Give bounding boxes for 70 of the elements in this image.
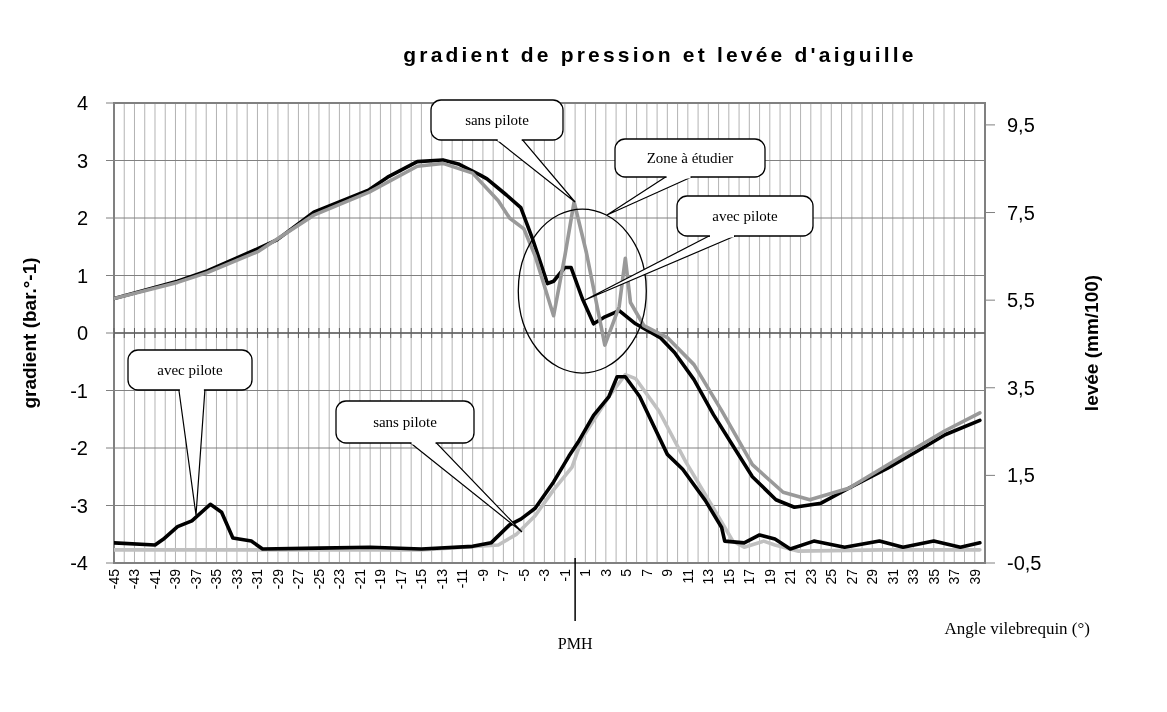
x-tick-label: -27 bbox=[290, 568, 307, 590]
x-tick-label: -7 bbox=[495, 568, 512, 582]
x-tick-label: -29 bbox=[269, 568, 286, 590]
annotation: avec pilote bbox=[157, 362, 224, 379]
annotation: sans pilote bbox=[465, 112, 530, 129]
x-tick-label: -43 bbox=[126, 568, 143, 590]
y-tick-label: -1 bbox=[70, 379, 88, 402]
x-tick-label: -15 bbox=[413, 568, 430, 590]
chart-title: gradient de pression et levée d'aiguille bbox=[403, 43, 917, 66]
y2-tick-label: 1,5 bbox=[1007, 464, 1035, 487]
y-tick-label: 2 bbox=[76, 207, 88, 229]
x-tick-label: 37 bbox=[946, 568, 963, 585]
y2-axis-title: levée (mm/100) bbox=[1081, 274, 1102, 412]
y2-tick-label: 5,5 bbox=[1007, 289, 1035, 312]
x-tick-label: -31 bbox=[249, 568, 266, 590]
annotation: sans pilote bbox=[373, 414, 438, 431]
x-tick-label: 31 bbox=[884, 568, 901, 585]
x-tick-label: -23 bbox=[331, 568, 348, 590]
y2-tick-label: 3,5 bbox=[1007, 376, 1035, 399]
x-tick-label: -45 bbox=[105, 568, 122, 590]
x-tick-label: -35 bbox=[208, 568, 225, 590]
x-tick-label: 33 bbox=[905, 568, 922, 585]
y-tick-label: 4 bbox=[76, 92, 88, 114]
x-tick-label: -17 bbox=[392, 568, 409, 590]
y-tick-label: 3 bbox=[76, 149, 88, 172]
y-tick-label: -2 bbox=[70, 437, 88, 459]
x-tick-label: -33 bbox=[228, 568, 245, 590]
x-tick-label: 21 bbox=[782, 568, 799, 585]
x-tick-label: -19 bbox=[372, 568, 389, 590]
annotation: Zone à étudier bbox=[646, 150, 734, 167]
x-tick-label: -5 bbox=[515, 568, 532, 582]
x-tick-label: -39 bbox=[167, 568, 184, 590]
x-tick-label: -3 bbox=[536, 568, 553, 582]
x-tick-label: 17 bbox=[741, 568, 758, 585]
x-tick-label: -25 bbox=[310, 568, 327, 590]
x-tick-label: 13 bbox=[700, 568, 717, 585]
x-tick-label: 27 bbox=[843, 568, 860, 585]
speech-bubble: sans pilote bbox=[335, 400, 523, 533]
x-tick-label: 11 bbox=[679, 568, 696, 584]
x-tick-label: 15 bbox=[720, 568, 737, 585]
y-tick-label: 0 bbox=[76, 322, 88, 344]
x-tick-label: 19 bbox=[761, 568, 778, 585]
x-tick-label: -13 bbox=[433, 568, 450, 590]
y2-tick-label: -0,5 bbox=[1007, 552, 1042, 574]
x-tick-label: -9 bbox=[474, 568, 491, 582]
speech-bubble: avec pilote bbox=[127, 349, 253, 516]
x-tick-label: 35 bbox=[925, 568, 942, 585]
x-tick-label: 3 bbox=[597, 568, 614, 577]
x-tick-label: -11 bbox=[454, 568, 471, 589]
x-tick-label: -21 bbox=[351, 568, 368, 590]
x-tick-label: 29 bbox=[864, 568, 881, 585]
x-tick-label: 7 bbox=[638, 568, 655, 577]
x-tick-label: -37 bbox=[187, 568, 204, 590]
x-tick-label: -1 bbox=[556, 568, 573, 582]
y-tick-label: -3 bbox=[70, 494, 88, 517]
x-tick-label: 23 bbox=[802, 568, 819, 585]
y2-tick-label: 7,5 bbox=[1007, 201, 1035, 224]
y-tick-label: -4 bbox=[70, 552, 88, 574]
x-tick-label: -41 bbox=[146, 568, 163, 590]
ref-line-label: PMH bbox=[557, 635, 593, 652]
x-axis-title: Angle vilebrequin (°) bbox=[944, 619, 1090, 638]
y2-tick-label: 9,5 bbox=[1007, 113, 1035, 136]
x-tick-label: 25 bbox=[823, 568, 840, 585]
x-tick-label: 39 bbox=[966, 568, 983, 585]
x-tick-label: 5 bbox=[618, 568, 635, 577]
speech-bubble: sans pilote bbox=[430, 99, 576, 203]
y-tick-label: 1 bbox=[76, 264, 88, 287]
y-axis-title: gradient (bar.°-1) bbox=[19, 257, 40, 409]
x-tick-label: 1 bbox=[577, 568, 594, 577]
x-tick-label: 9 bbox=[659, 568, 676, 577]
